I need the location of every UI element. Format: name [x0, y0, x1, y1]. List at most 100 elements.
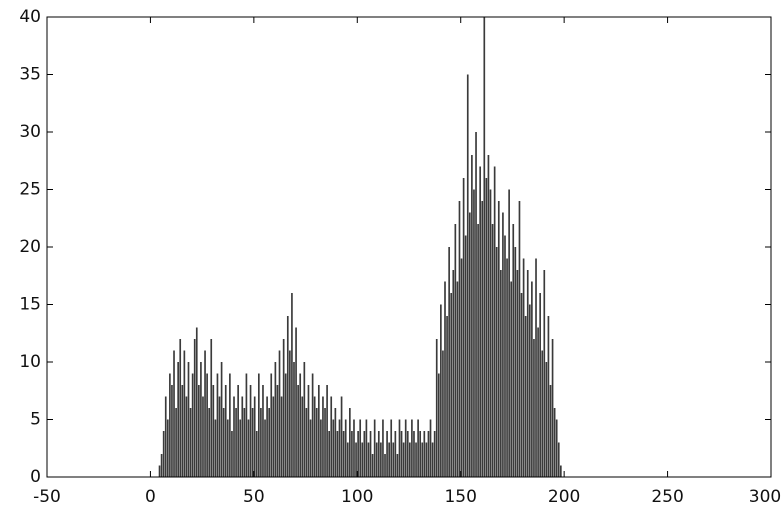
bar	[289, 350, 291, 477]
bar	[353, 419, 355, 477]
bar	[431, 442, 434, 477]
y-tick-label: 0	[30, 467, 41, 487]
bar	[193, 339, 196, 477]
bar	[220, 362, 223, 477]
bar	[557, 442, 560, 477]
y-tick-label: 25	[19, 180, 41, 200]
bar	[409, 442, 411, 477]
bar	[388, 442, 390, 477]
bar	[224, 385, 227, 477]
y-tick-label: 35	[19, 65, 41, 85]
bar	[280, 396, 283, 477]
bar	[444, 281, 446, 477]
bar	[382, 419, 384, 477]
bar	[491, 224, 494, 477]
bar	[483, 17, 486, 477]
bar	[394, 431, 397, 477]
bar	[357, 431, 359, 477]
bar	[351, 431, 353, 477]
bar	[293, 362, 295, 477]
bar	[226, 419, 229, 477]
x-tick-label: 300	[749, 487, 781, 507]
bar	[249, 385, 252, 477]
bar	[274, 362, 277, 477]
bar	[245, 373, 248, 477]
bar	[169, 373, 171, 477]
bar	[204, 350, 206, 477]
bar	[282, 339, 285, 477]
bar	[301, 396, 304, 477]
bar	[526, 270, 529, 477]
bar	[255, 431, 258, 477]
x-tick-label: -50	[33, 487, 61, 507]
bar	[373, 419, 376, 477]
bar	[158, 465, 161, 477]
bar	[425, 442, 428, 477]
bar	[560, 465, 562, 477]
bar	[512, 224, 515, 477]
bar	[315, 408, 318, 477]
bar	[326, 385, 328, 477]
bar	[367, 442, 370, 477]
bar	[497, 201, 500, 477]
bar	[411, 419, 413, 477]
bar	[297, 385, 299, 477]
bar	[272, 396, 275, 477]
x-tick-label: 200	[548, 487, 580, 507]
bar	[346, 442, 349, 477]
bar	[481, 201, 484, 477]
bar	[462, 178, 465, 477]
bar	[386, 431, 388, 477]
bar	[322, 396, 324, 477]
bar	[191, 373, 194, 477]
bar	[214, 419, 217, 477]
bar	[477, 224, 479, 477]
bar	[555, 419, 558, 477]
bar	[198, 385, 200, 477]
bar	[520, 293, 523, 477]
x-tick-label: 50	[243, 487, 265, 507]
bar	[371, 454, 374, 477]
bar	[402, 442, 405, 477]
bar	[535, 258, 537, 477]
bar	[257, 373, 260, 477]
bar	[342, 431, 345, 477]
bar	[299, 373, 302, 477]
bar	[427, 431, 430, 477]
bar	[485, 178, 488, 477]
bar	[365, 419, 368, 477]
bar	[377, 431, 380, 477]
x-tick-label: 150	[444, 487, 476, 507]
bar	[330, 396, 333, 477]
bar	[185, 396, 188, 477]
y-tick-label: 10	[19, 352, 41, 372]
bar	[450, 293, 453, 477]
bar	[222, 408, 225, 477]
bar	[390, 419, 393, 477]
bar	[260, 408, 262, 477]
bar	[291, 293, 293, 477]
bar	[218, 396, 221, 477]
bar	[208, 408, 211, 477]
bar	[328, 431, 330, 477]
bar	[251, 408, 254, 477]
bar	[195, 327, 198, 477]
bar	[361, 442, 364, 477]
bar	[278, 350, 281, 477]
bar	[429, 419, 432, 477]
bar	[473, 189, 475, 477]
bar	[175, 408, 177, 477]
bar	[344, 419, 347, 477]
bar	[456, 281, 459, 477]
y-tick-label: 20	[19, 237, 41, 257]
bar	[549, 385, 552, 477]
bar	[307, 385, 310, 477]
bar	[533, 339, 535, 477]
bar	[332, 419, 335, 477]
bar	[413, 431, 415, 477]
bar	[212, 385, 215, 477]
bar	[440, 304, 442, 477]
bar	[524, 316, 527, 477]
bar	[309, 419, 312, 477]
bar	[266, 396, 268, 477]
